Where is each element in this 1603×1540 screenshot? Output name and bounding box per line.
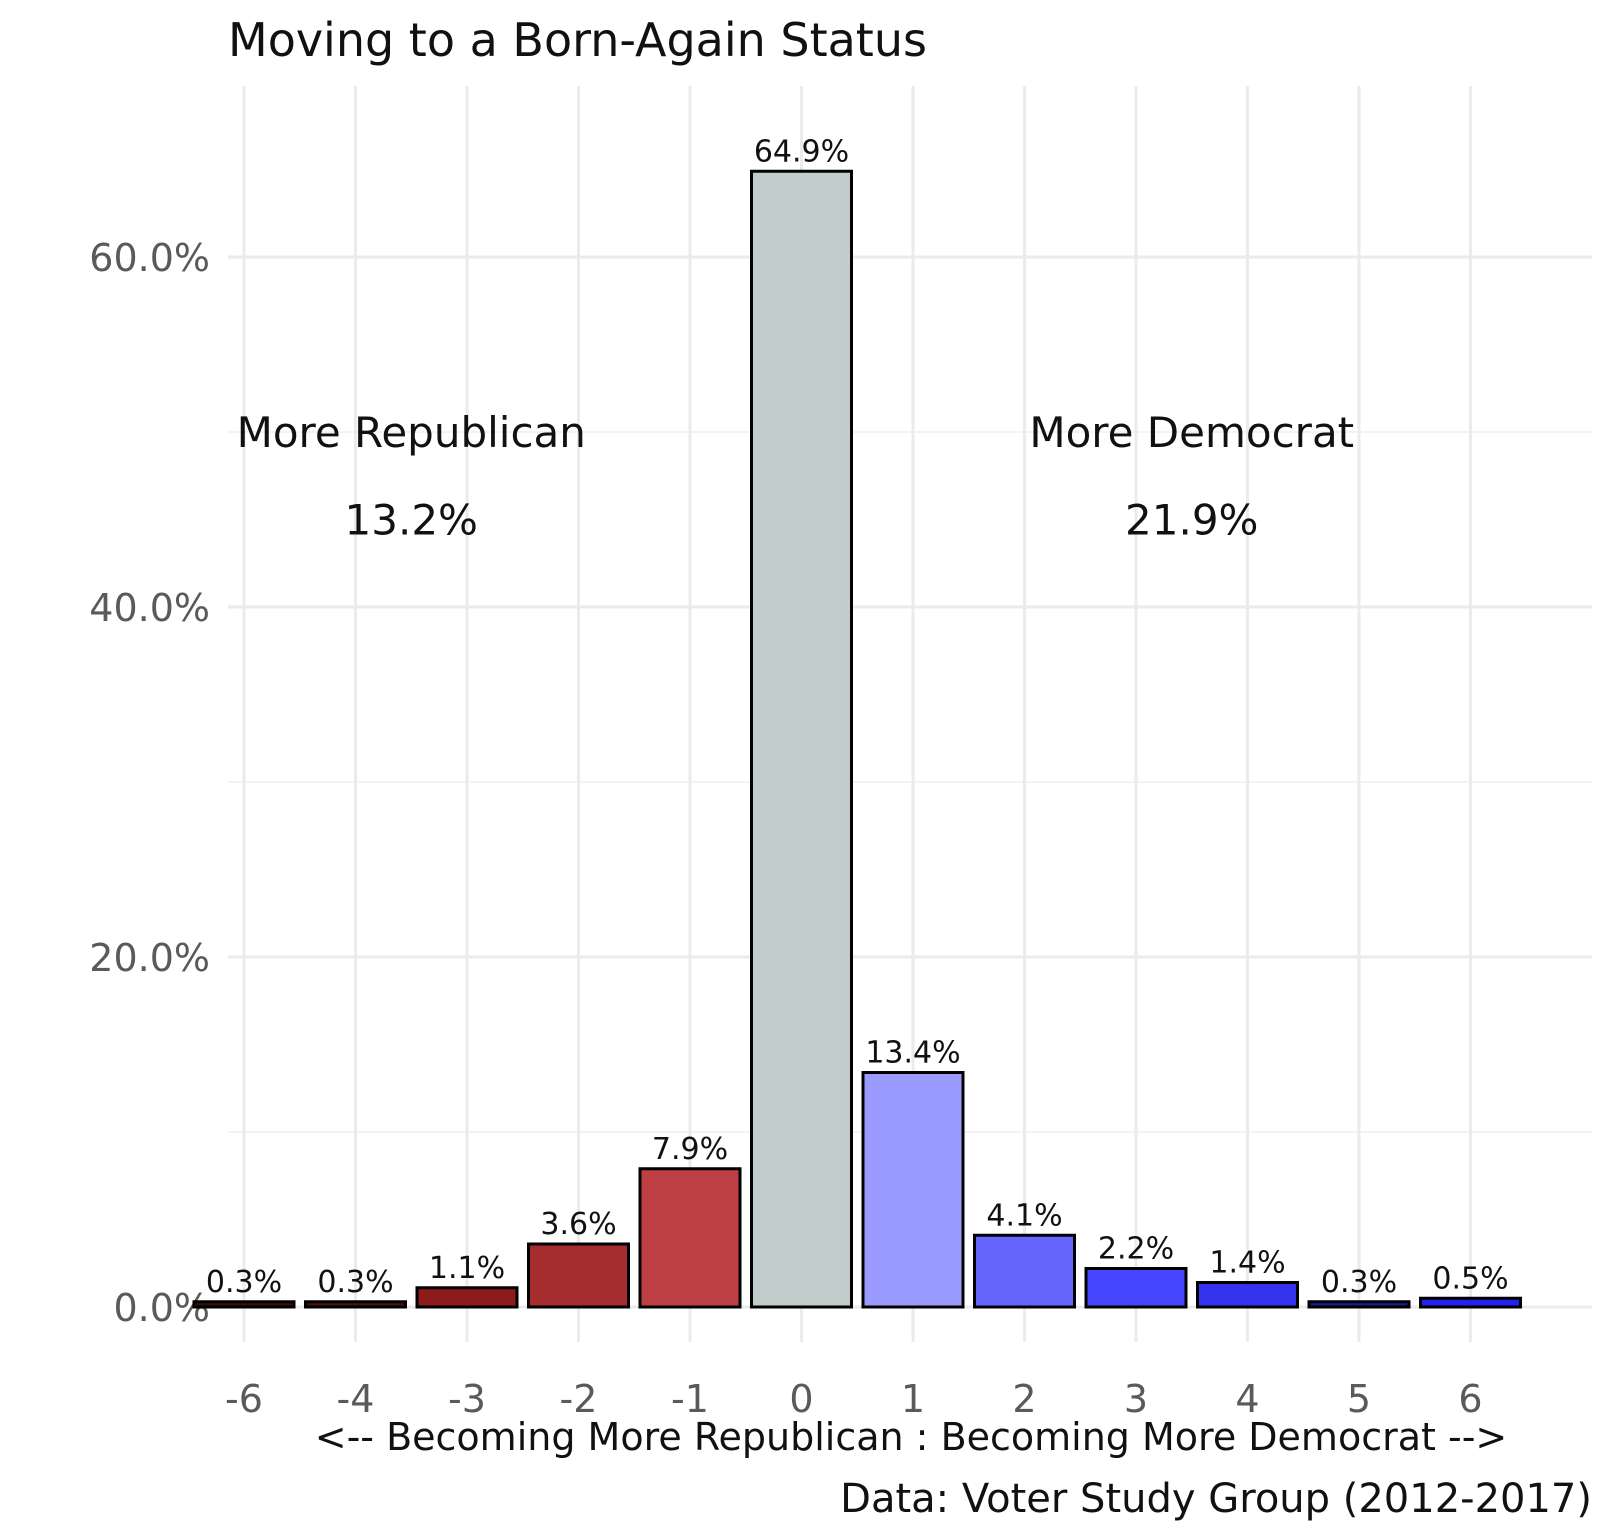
bar-value-label: 7.9% (652, 1132, 728, 1167)
bar-2 (973, 1233, 1076, 1309)
y-tick-label: 20.0% (89, 936, 210, 980)
bar--2 (527, 1242, 630, 1309)
y-tick-label: 60.0% (89, 236, 210, 280)
annotation-value: 13.2% (345, 496, 478, 545)
x-tick-label: 3 (1124, 1377, 1148, 1421)
bar-0 (750, 169, 853, 1309)
x-tick-label: -6 (225, 1377, 263, 1421)
annotation-label: More Democrat (1029, 408, 1354, 457)
y-tick-label: 40.0% (89, 586, 210, 630)
bar--1 (638, 1167, 742, 1309)
x-tick-label: 4 (1235, 1377, 1259, 1421)
annotations: More Republican 13.2% More Democrat 21.9% (237, 408, 1355, 545)
bar-value-label: 3.6% (540, 1207, 616, 1242)
bar-value-label: 2.2% (1098, 1232, 1174, 1267)
bar-value-label: 0.3% (1321, 1265, 1397, 1300)
caption: Data: Voter Study Group (2012-2017) (840, 1476, 1592, 1522)
y-axis: 0.0%20.0%40.0%60.0% (89, 236, 210, 1330)
bar-value-label: 1.1% (429, 1251, 505, 1286)
x-tick-label: 6 (1458, 1377, 1482, 1421)
bar-3 (1084, 1267, 1188, 1309)
bar-value-label: 0.3% (317, 1265, 393, 1300)
bar-value-label: 64.9% (754, 134, 849, 169)
x-tick-label: 5 (1347, 1377, 1371, 1421)
bar--3 (415, 1286, 519, 1309)
bars (192, 169, 1522, 1309)
x-tick-label: -3 (448, 1377, 486, 1421)
bar-value-label: 0.5% (1432, 1261, 1508, 1296)
x-tick-label: -2 (560, 1377, 598, 1421)
bar-value-label: 1.4% (1209, 1246, 1285, 1281)
bar-value-label: 4.1% (986, 1198, 1062, 1233)
bar-value-label: 0.3% (206, 1265, 282, 1300)
bar-1 (861, 1071, 965, 1309)
x-tick-label: -4 (337, 1377, 375, 1421)
annotation-label: More Republican (237, 408, 586, 457)
bar-value-label: 13.4% (865, 1036, 960, 1071)
chart-title: Moving to a Born-Again Status (228, 13, 927, 67)
bar--6 (192, 1300, 296, 1309)
x-tick-label: 2 (1012, 1377, 1036, 1421)
bar-4 (1196, 1281, 1299, 1309)
x-axis: -6 -4 -3 -2 -1 0 1 2 3 4 5 6 (225, 1377, 1483, 1421)
bar-value-labels: 0.3% 0.3% 1.1% 3.6% 7.9% 64.9% 13.4% 4.1% 2.2% 1.… (206, 134, 1509, 1300)
annotation-value: 21.9% (1125, 496, 1258, 545)
bar-6 (1419, 1296, 1522, 1309)
x-tick-label: -1 (671, 1377, 709, 1421)
bar-5 (1307, 1300, 1411, 1309)
x-tick-label: 1 (901, 1377, 925, 1421)
x-axis-label: <-- Becoming More Republican : Becoming … (315, 1415, 1508, 1459)
x-tick-label: 0 (789, 1377, 813, 1421)
bar--4 (304, 1300, 407, 1309)
